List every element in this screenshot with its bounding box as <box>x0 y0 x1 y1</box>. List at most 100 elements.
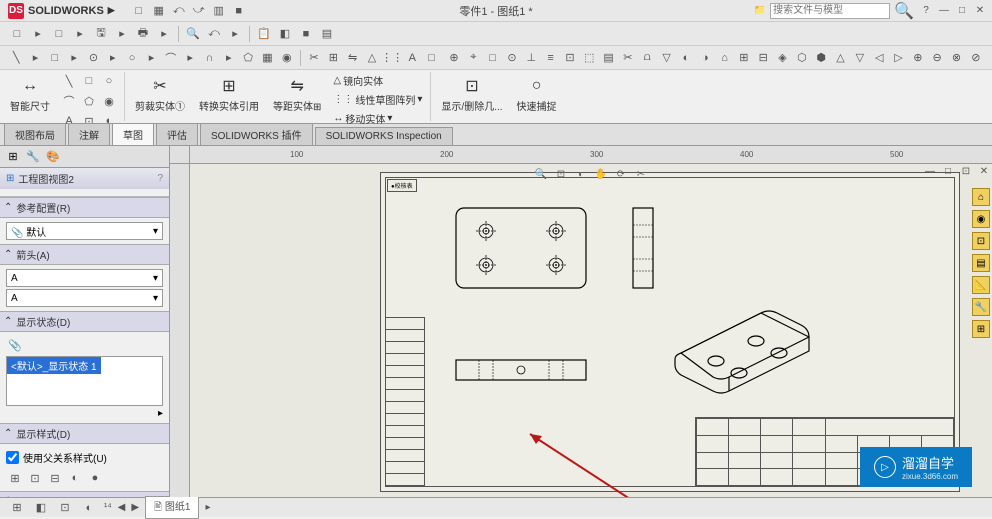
display-delete-button[interactable]: ⊡ 显示/删除几... <box>437 72 506 121</box>
tb1-12[interactable]: ◧ <box>276 25 294 43</box>
top-view[interactable] <box>451 203 591 293</box>
tb2r-8[interactable]: ▤ <box>600 49 616 67</box>
trim-entities-button[interactable]: ✂ 剪裁实体① <box>131 72 189 121</box>
tb1-13[interactable]: ■ <box>297 25 315 43</box>
front-view[interactable] <box>451 358 591 382</box>
qat-open[interactable]: ▦ <box>151 3 167 19</box>
tb1-4[interactable]: 🖫 <box>92 25 110 43</box>
tb2r-0[interactable]: ⊕ <box>446 49 462 67</box>
mirror-tool[interactable]: △ <box>364 49 380 67</box>
linear-pattern[interactable]: ⋮⋮ 线性草图阵列 ▾ <box>331 91 424 108</box>
tb2r-3[interactable]: ⊙ <box>504 49 520 67</box>
tb1-14[interactable]: ▤ <box>318 25 336 43</box>
line-dd[interactable]: ▸ <box>27 49 43 67</box>
rect-tool[interactable]: □ <box>47 49 63 67</box>
zoom-fit[interactable]: ⊡ <box>553 166 569 182</box>
doc-min[interactable]: — <box>922 164 938 178</box>
panel-tab-0[interactable]: ⊞ <box>4 148 22 166</box>
sk-5[interactable]: ◉ <box>100 92 118 110</box>
next-sheet[interactable]: ▶ <box>131 502 139 513</box>
tb2r-21[interactable]: ▽ <box>852 49 868 67</box>
rt-3[interactable]: ▤ <box>972 254 990 272</box>
status-icon-2[interactable]: ⊡ <box>56 499 74 517</box>
rt-2[interactable]: ⊡ <box>972 232 990 250</box>
tb2r-22[interactable]: ◁ <box>871 49 887 67</box>
circle-tool[interactable]: ⊙ <box>85 49 101 67</box>
pattern-tool[interactable]: ⋮⋮ <box>383 49 401 67</box>
tb1-8[interactable]: 🔍 <box>184 25 202 43</box>
search-input[interactable] <box>770 3 890 19</box>
minimize-button[interactable]: — <box>936 4 952 18</box>
tab-view-layout[interactable]: 视图布局 <box>4 123 66 145</box>
sk-3[interactable]: ⌒ <box>60 92 78 110</box>
ellipse-dd[interactable]: ▸ <box>143 49 159 67</box>
close-button[interactable]: ✕ <box>972 4 988 18</box>
doc-restore[interactable]: ⊡ <box>958 164 974 178</box>
config-dropdown[interactable]: 📎 默认▾ <box>6 222 163 240</box>
tb2r-9[interactable]: ✂ <box>620 49 636 67</box>
display-state-item[interactable]: <默认>_显示状态 1 <box>7 357 101 374</box>
status-icon-3[interactable]: ◐ <box>80 499 98 517</box>
section-scale-header[interactable]: ⌃ 比例(S) <box>0 491 169 497</box>
tb2r-6[interactable]: ⊡ <box>562 49 578 67</box>
help-button[interactable]: ? <box>918 4 934 18</box>
section-display-style-header[interactable]: ⌃ 显示样式(D) <box>0 423 169 444</box>
smart-dimension-button[interactable]: ↔ 智能尺寸 <box>6 72 54 121</box>
sk-0[interactable]: ╲ <box>60 72 78 90</box>
circle-dd[interactable]: ▸ <box>105 49 121 67</box>
drawing-sheet[interactable]: ●校核表 <box>380 172 960 492</box>
dropdown-icon[interactable]: ▶ <box>108 5 115 16</box>
tb2r-2[interactable]: □ <box>484 49 500 67</box>
tb1-6[interactable]: 🖶 <box>134 25 152 43</box>
rt-6[interactable]: ⊞ <box>972 320 990 338</box>
style-btn-0[interactable]: ⊞ <box>6 469 24 487</box>
zoom-area[interactable]: ◐ <box>573 166 589 182</box>
section[interactable]: ✂ <box>633 166 649 182</box>
tb1-3[interactable]: ▸ <box>71 25 89 43</box>
pan[interactable]: ✋ <box>593 166 609 182</box>
spline-dd[interactable]: ▸ <box>221 49 237 67</box>
tb2r-12[interactable]: ◐ <box>678 49 694 67</box>
arc-dd[interactable]: ▸ <box>182 49 198 67</box>
offset-tool[interactable]: ⇋ <box>344 49 360 67</box>
arrow-dropdown-a[interactable]: A▾ <box>6 269 163 287</box>
section-arrow-header[interactable]: ⌃ 箭头(A) <box>0 244 169 265</box>
spline-tool[interactable]: ∩ <box>201 49 217 67</box>
status-icon-1[interactable]: ◧ <box>32 499 50 517</box>
arrow-dropdown-a2[interactable]: A▾ <box>6 289 163 307</box>
style-btn-1[interactable]: ⊡ <box>26 469 44 487</box>
tb2r-23[interactable]: ▷ <box>890 49 906 67</box>
rotate[interactable]: ⟳ <box>613 166 629 182</box>
mirror-entities[interactable]: △ 镜向实体 <box>331 72 424 89</box>
tab-sketch[interactable]: 草图 <box>112 123 154 145</box>
rt-4[interactable]: 📐 <box>972 276 990 294</box>
isometric-view[interactable] <box>661 283 821 413</box>
doc-max[interactable]: □ <box>940 164 956 178</box>
tab-solidworks-addins[interactable]: SOLIDWORKS 插件 <box>200 123 313 145</box>
line-tool[interactable]: ╲ <box>8 49 24 67</box>
state-add[interactable]: 📎 <box>6 336 24 354</box>
display-state-list[interactable]: <默认>_显示状态 1 <box>6 356 163 406</box>
rt-0[interactable]: ⌂ <box>972 188 990 206</box>
rect-dd[interactable]: ▸ <box>66 49 82 67</box>
sheet-tab[interactable]: 🖹 图纸1 <box>145 496 199 519</box>
tb2r-5[interactable]: ≡ <box>542 49 558 67</box>
style-btn-4[interactable]: ● <box>86 469 104 487</box>
panel-tab-1[interactable]: 🔧 <box>24 148 42 166</box>
tb1-5[interactable]: ▸ <box>113 25 131 43</box>
style-btn-3[interactable]: ◐ <box>66 469 84 487</box>
doc-close[interactable]: ✕ <box>976 164 992 178</box>
list-next[interactable]: ▸ <box>158 408 163 419</box>
quick-snap-button[interactable]: ○ 快速捕捉 <box>513 72 561 121</box>
qat-redo[interactable]: ⤻ <box>191 3 207 19</box>
tb1-0[interactable]: □ <box>8 25 26 43</box>
box-tool[interactable]: □ <box>423 49 439 67</box>
sk-2[interactable]: ○ <box>100 72 118 90</box>
maximize-button[interactable]: □ <box>954 4 970 18</box>
trim-tool[interactable]: ✂ <box>306 49 322 67</box>
rt-5[interactable]: 🔧 <box>972 298 990 316</box>
arc-tool[interactable]: ⌒ <box>163 49 179 67</box>
section-display-state-header[interactable]: ⌃ 显示状态(D) <box>0 311 169 332</box>
tb1-10[interactable]: ▸ <box>226 25 244 43</box>
tab-evaluate[interactable]: 评估 <box>156 123 198 145</box>
